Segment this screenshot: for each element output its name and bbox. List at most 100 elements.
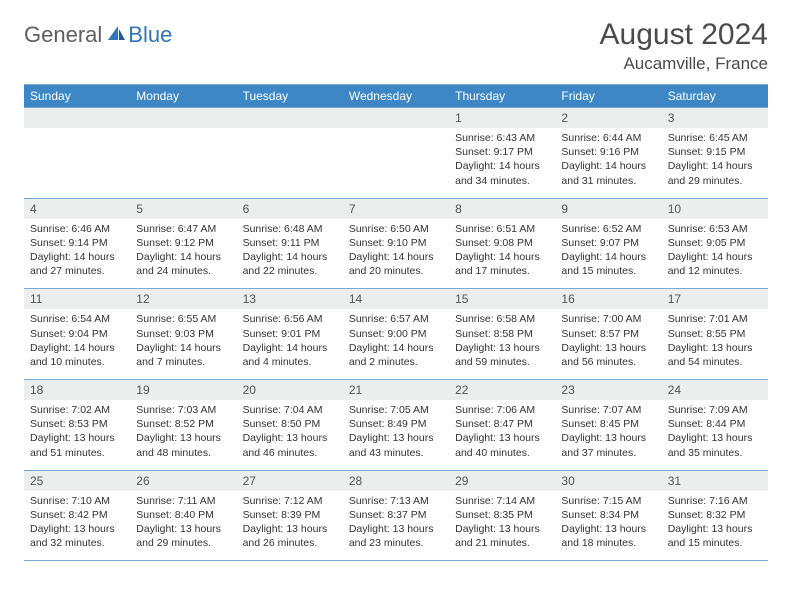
day-number: 7 bbox=[343, 199, 449, 219]
day2-text: and 29 minutes. bbox=[136, 536, 230, 550]
day-number: 20 bbox=[237, 380, 343, 400]
day-cell: Sunrise: 6:51 AMSunset: 9:08 PMDaylight:… bbox=[449, 219, 555, 289]
day1-text: Daylight: 13 hours bbox=[668, 522, 762, 536]
day2-text: and 56 minutes. bbox=[561, 355, 655, 369]
day1-text: Daylight: 13 hours bbox=[243, 522, 337, 536]
sunset-text: Sunset: 8:52 PM bbox=[136, 417, 230, 431]
day-content-row: Sunrise: 6:54 AMSunset: 9:04 PMDaylight:… bbox=[24, 309, 768, 379]
day-number: 10 bbox=[662, 199, 768, 219]
day1-text: Daylight: 13 hours bbox=[561, 431, 655, 445]
sail-icon bbox=[106, 22, 126, 48]
sunrise-text: Sunrise: 7:16 AM bbox=[668, 494, 762, 508]
sunset-text: Sunset: 9:04 PM bbox=[30, 327, 124, 341]
day-cell: Sunrise: 7:01 AMSunset: 8:55 PMDaylight:… bbox=[662, 309, 768, 379]
day-cell: Sunrise: 6:50 AMSunset: 9:10 PMDaylight:… bbox=[343, 219, 449, 289]
sunrise-text: Sunrise: 6:44 AM bbox=[561, 131, 655, 145]
day2-text: and 27 minutes. bbox=[30, 264, 124, 278]
dow-saturday: Saturday bbox=[662, 85, 768, 107]
day2-text: and 48 minutes. bbox=[136, 446, 230, 460]
dow-thursday: Thursday bbox=[449, 85, 555, 107]
day-content-row: Sunrise: 6:46 AMSunset: 9:14 PMDaylight:… bbox=[24, 219, 768, 289]
sunset-text: Sunset: 9:00 PM bbox=[349, 327, 443, 341]
sunrise-text: Sunrise: 6:53 AM bbox=[668, 222, 762, 236]
day-number-row: 11121314151617 bbox=[24, 288, 768, 309]
sunset-text: Sunset: 9:05 PM bbox=[668, 236, 762, 250]
day-cell: Sunrise: 7:11 AMSunset: 8:40 PMDaylight:… bbox=[130, 491, 236, 561]
sunrise-text: Sunrise: 7:13 AM bbox=[349, 494, 443, 508]
day-number: 19 bbox=[130, 380, 236, 400]
day1-text: Daylight: 14 hours bbox=[668, 159, 762, 173]
day1-text: Daylight: 14 hours bbox=[349, 250, 443, 264]
sunset-text: Sunset: 8:40 PM bbox=[136, 508, 230, 522]
sunrise-text: Sunrise: 6:47 AM bbox=[136, 222, 230, 236]
day2-text: and 10 minutes. bbox=[30, 355, 124, 369]
sunrise-text: Sunrise: 7:11 AM bbox=[136, 494, 230, 508]
sunset-text: Sunset: 8:44 PM bbox=[668, 417, 762, 431]
day-number: 16 bbox=[555, 289, 661, 309]
day-cell: Sunrise: 6:52 AMSunset: 9:07 PMDaylight:… bbox=[555, 219, 661, 289]
day2-text: and 40 minutes. bbox=[455, 446, 549, 460]
day-number: 29 bbox=[449, 471, 555, 491]
day2-text: and 59 minutes. bbox=[455, 355, 549, 369]
day1-text: Daylight: 14 hours bbox=[30, 250, 124, 264]
day1-text: Daylight: 13 hours bbox=[455, 341, 549, 355]
sunset-text: Sunset: 8:37 PM bbox=[349, 508, 443, 522]
day2-text: and 26 minutes. bbox=[243, 536, 337, 550]
day-number: 24 bbox=[662, 380, 768, 400]
day-number: 4 bbox=[24, 199, 130, 219]
dow-monday: Monday bbox=[130, 85, 236, 107]
day1-text: Daylight: 13 hours bbox=[668, 431, 762, 445]
day-number-row: 18192021222324 bbox=[24, 379, 768, 400]
day1-text: Daylight: 14 hours bbox=[136, 250, 230, 264]
day-number-row: 123 bbox=[24, 107, 768, 128]
day-number: 9 bbox=[555, 199, 661, 219]
sunset-text: Sunset: 8:49 PM bbox=[349, 417, 443, 431]
day2-text: and 31 minutes. bbox=[561, 174, 655, 188]
sunrise-text: Sunrise: 6:51 AM bbox=[455, 222, 549, 236]
dow-friday: Friday bbox=[555, 85, 661, 107]
sunset-text: Sunset: 8:50 PM bbox=[243, 417, 337, 431]
sunset-text: Sunset: 8:32 PM bbox=[668, 508, 762, 522]
day1-text: Daylight: 14 hours bbox=[349, 341, 443, 355]
day-number: 6 bbox=[237, 199, 343, 219]
day-cell bbox=[237, 128, 343, 198]
sunset-text: Sunset: 9:14 PM bbox=[30, 236, 124, 250]
sunrise-text: Sunrise: 7:04 AM bbox=[243, 403, 337, 417]
day1-text: Daylight: 14 hours bbox=[243, 250, 337, 264]
day2-text: and 24 minutes. bbox=[136, 264, 230, 278]
day2-text: and 15 minutes. bbox=[668, 536, 762, 550]
day2-text: and 21 minutes. bbox=[455, 536, 549, 550]
weeks-container: 123Sunrise: 6:43 AMSunset: 9:17 PMDaylig… bbox=[24, 107, 768, 561]
day-cell: Sunrise: 7:06 AMSunset: 8:47 PMDaylight:… bbox=[449, 400, 555, 470]
dow-wednesday: Wednesday bbox=[343, 85, 449, 107]
day2-text: and 15 minutes. bbox=[561, 264, 655, 278]
sunrise-text: Sunrise: 6:52 AM bbox=[561, 222, 655, 236]
day-cell: Sunrise: 6:44 AMSunset: 9:16 PMDaylight:… bbox=[555, 128, 661, 198]
day-cell: Sunrise: 7:04 AMSunset: 8:50 PMDaylight:… bbox=[237, 400, 343, 470]
day-cell: Sunrise: 7:14 AMSunset: 8:35 PMDaylight:… bbox=[449, 491, 555, 561]
sunrise-text: Sunrise: 6:56 AM bbox=[243, 312, 337, 326]
sunset-text: Sunset: 9:07 PM bbox=[561, 236, 655, 250]
day-cell: Sunrise: 7:13 AMSunset: 8:37 PMDaylight:… bbox=[343, 491, 449, 561]
sunrise-text: Sunrise: 7:05 AM bbox=[349, 403, 443, 417]
sunrise-text: Sunrise: 6:57 AM bbox=[349, 312, 443, 326]
day1-text: Daylight: 13 hours bbox=[455, 431, 549, 445]
day-cell: Sunrise: 6:55 AMSunset: 9:03 PMDaylight:… bbox=[130, 309, 236, 379]
day-cell: Sunrise: 6:45 AMSunset: 9:15 PMDaylight:… bbox=[662, 128, 768, 198]
sunset-text: Sunset: 9:10 PM bbox=[349, 236, 443, 250]
sunrise-text: Sunrise: 7:14 AM bbox=[455, 494, 549, 508]
day2-text: and 18 minutes. bbox=[561, 536, 655, 550]
sunrise-text: Sunrise: 7:09 AM bbox=[668, 403, 762, 417]
day2-text: and 54 minutes. bbox=[668, 355, 762, 369]
sunset-text: Sunset: 8:34 PM bbox=[561, 508, 655, 522]
month-title: August 2024 bbox=[600, 18, 768, 52]
day2-text: and 43 minutes. bbox=[349, 446, 443, 460]
title-block: August 2024 Aucamville, France bbox=[600, 18, 768, 74]
day2-text: and 20 minutes. bbox=[349, 264, 443, 278]
sunrise-text: Sunrise: 6:55 AM bbox=[136, 312, 230, 326]
day1-text: Daylight: 14 hours bbox=[455, 250, 549, 264]
sunrise-text: Sunrise: 7:07 AM bbox=[561, 403, 655, 417]
sunset-text: Sunset: 9:08 PM bbox=[455, 236, 549, 250]
sunset-text: Sunset: 9:16 PM bbox=[561, 145, 655, 159]
sunset-text: Sunset: 8:45 PM bbox=[561, 417, 655, 431]
